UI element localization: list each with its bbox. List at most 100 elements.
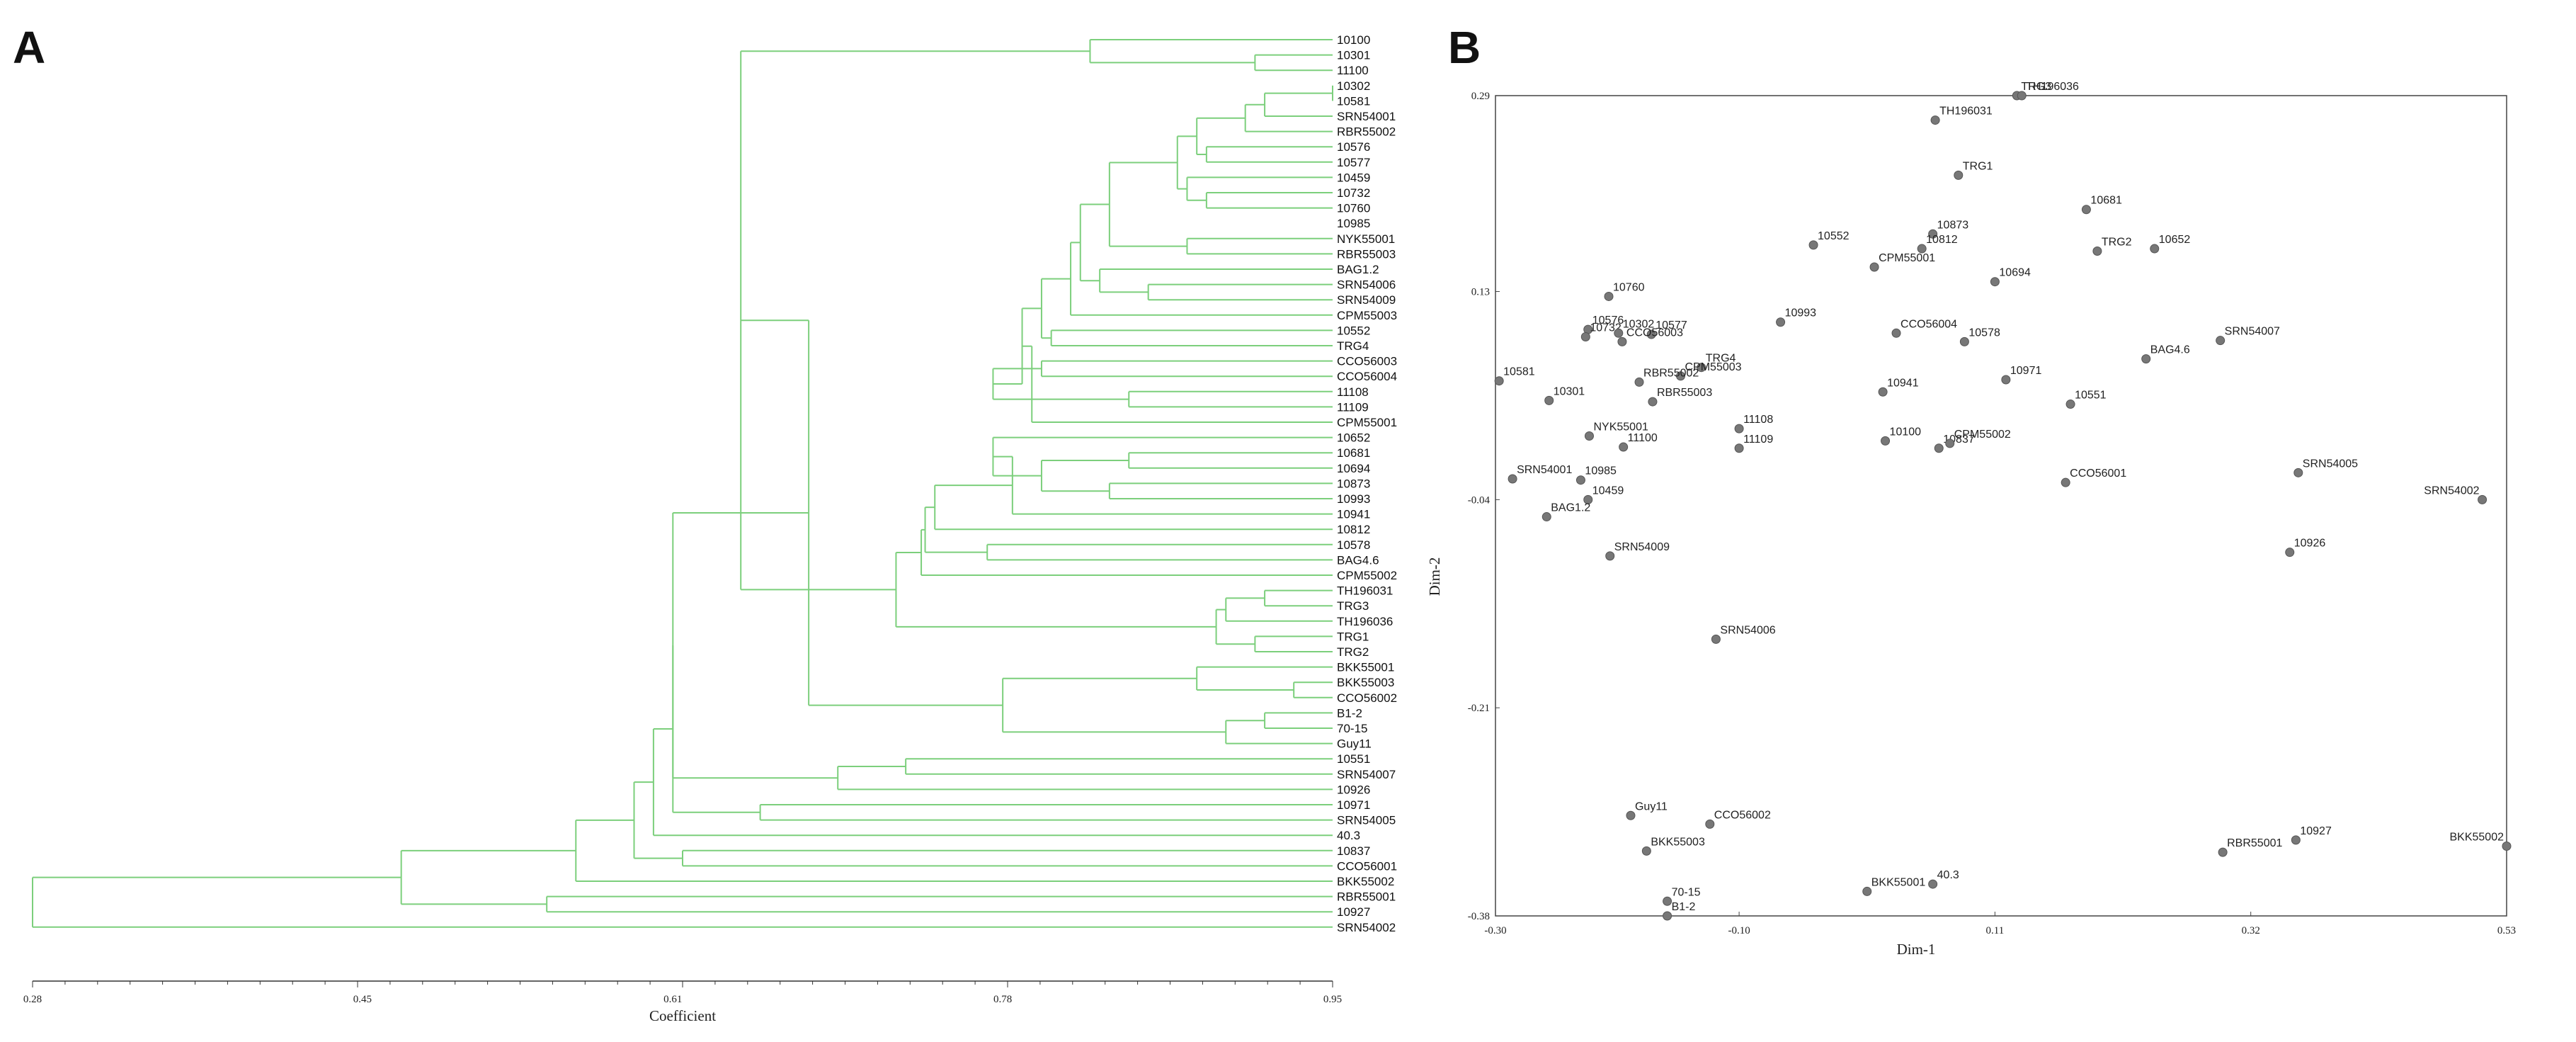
- point-label: CPM55002: [1954, 429, 2011, 441]
- point-label: 10552: [1818, 230, 1850, 242]
- leaf-label: BKK55002: [1337, 875, 1394, 888]
- point-label: 11100: [1628, 432, 1658, 444]
- scatter-point: [2141, 354, 2151, 364]
- leaf-label: 10694: [1337, 462, 1370, 475]
- leaf-label: SRN54001: [1337, 110, 1396, 123]
- leaf-label: BAG4.6: [1337, 553, 1379, 567]
- point-label: RBR55003: [1657, 387, 1712, 399]
- point-label: 10581: [1503, 366, 1535, 378]
- leaf-label: TH196036: [1337, 615, 1393, 628]
- point-label: SRN54009: [1614, 541, 1670, 553]
- point-label: SRN54001: [1517, 464, 1572, 476]
- scatter-point: [2001, 375, 2011, 385]
- scatter-point: [2502, 841, 2512, 851]
- leaf-label: SRN54005: [1337, 814, 1396, 827]
- leaf-label: 10577: [1337, 156, 1370, 169]
- point-label: 10812: [1926, 234, 1958, 246]
- scatter-point: [1945, 438, 1955, 448]
- leaf-label: 10459: [1337, 171, 1370, 184]
- point-label: 10301: [1554, 385, 1585, 397]
- point-label: 10694: [1999, 267, 2031, 279]
- leaf-label: CPM55003: [1337, 309, 1397, 322]
- leaf-label: 10873: [1337, 477, 1370, 490]
- scatter-point: [2065, 400, 2075, 409]
- leaf-label: TRG4: [1337, 339, 1369, 353]
- point-label: NYK55001: [1593, 421, 1648, 433]
- point-label: CPM55003: [1685, 361, 1742, 373]
- point-label: 10971: [2010, 365, 2042, 377]
- point-label: 10459: [1592, 485, 1624, 497]
- leaf-label: Guy11: [1337, 737, 1372, 751]
- scatter-point: [2285, 548, 2295, 557]
- leaf-label: CCO56004: [1337, 370, 1397, 383]
- point-label: TH196036: [2026, 81, 2079, 93]
- leaf-label: CCO56002: [1337, 691, 1397, 705]
- leaf-label: 10760: [1337, 202, 1370, 215]
- scatter-point: [2478, 494, 2487, 504]
- point-label: CCO56004: [1900, 318, 1957, 330]
- x-tick-label: -0.30: [1484, 925, 1506, 936]
- leaf-label: 10812: [1337, 523, 1370, 536]
- y-tick-label: 0.13: [1471, 287, 1490, 298]
- scatter-point: [1663, 911, 1672, 921]
- y-tick-label: -0.38: [1468, 911, 1490, 922]
- scatter-point: [1862, 886, 1872, 896]
- scatter-point: [1544, 395, 1554, 405]
- point-label: CCO56001: [2070, 468, 2126, 480]
- leaf-label: 10993: [1337, 492, 1370, 506]
- point-label: 40.3: [1937, 869, 1959, 881]
- scatter-point: [1697, 363, 1706, 373]
- scatter-point: [1617, 336, 1627, 346]
- leaf-label: TRG1: [1337, 630, 1369, 643]
- point-label: 10993: [1785, 307, 1817, 319]
- scatter-point: [1541, 512, 1551, 522]
- y-axis-title: Dim-2: [1426, 557, 1443, 596]
- scatter-point: [1776, 317, 1786, 327]
- point-label: SRN54007: [2225, 326, 2280, 338]
- point-label: TRG1: [1963, 160, 1993, 172]
- point-label: CCO56002: [1714, 809, 1771, 821]
- point-label: 11109: [1743, 434, 1773, 446]
- point-label: 10926: [2294, 538, 2326, 550]
- point-label: TH196031: [1939, 106, 1993, 118]
- leaf-label: 70-15: [1337, 722, 1367, 735]
- leaf-label: RBR55001: [1337, 890, 1396, 904]
- scatter-point: [1928, 879, 1938, 889]
- point-label: BAG4.6: [2150, 344, 2190, 356]
- leaf-label: SRN54009: [1337, 293, 1396, 307]
- point-label: CCO56003: [1626, 327, 1683, 339]
- leaf-label: 10926: [1337, 783, 1370, 796]
- y-tick-label: -0.21: [1468, 703, 1490, 714]
- leaf-label: 10732: [1337, 186, 1370, 200]
- leaf-label: 10971: [1337, 798, 1370, 812]
- x-axis-title: Dim-1: [1897, 941, 1936, 958]
- point-label: 10652: [2159, 234, 2191, 246]
- scatter-point: [1604, 291, 1614, 301]
- scatter-point: [1634, 377, 1644, 387]
- point-label: 10927: [2300, 825, 2332, 837]
- point-label: Guy11: [1635, 800, 1668, 812]
- point-label: BKK55003: [1651, 836, 1705, 848]
- point-label: CPM55001: [1879, 252, 1935, 264]
- point-label: RBR55001: [2227, 837, 2282, 849]
- leaf-label: 10941: [1337, 508, 1370, 521]
- scatter-point: [2150, 244, 2160, 254]
- scatter-point: [1881, 436, 1891, 446]
- point-label: SRN54006: [1720, 624, 1775, 636]
- point-label: 10577: [1655, 319, 1687, 332]
- scatter-point: [1930, 115, 1940, 125]
- leaf-label: TRG2: [1337, 645, 1369, 659]
- y-tick-label: -0.04: [1468, 494, 1491, 506]
- scatter-point: [2216, 336, 2225, 346]
- point-label: 10551: [2075, 390, 2107, 402]
- leaf-label: 10652: [1337, 431, 1370, 445]
- leaf-label: SRN54007: [1337, 768, 1396, 781]
- point-label: 10100: [1890, 426, 1922, 438]
- scatter-point: [1584, 431, 1594, 441]
- leaf-label: CCO56001: [1337, 859, 1397, 873]
- leaf-label: CCO56003: [1337, 355, 1397, 368]
- leaf-label: RBR55002: [1337, 125, 1396, 139]
- leaf-label: SRN54002: [1337, 921, 1396, 934]
